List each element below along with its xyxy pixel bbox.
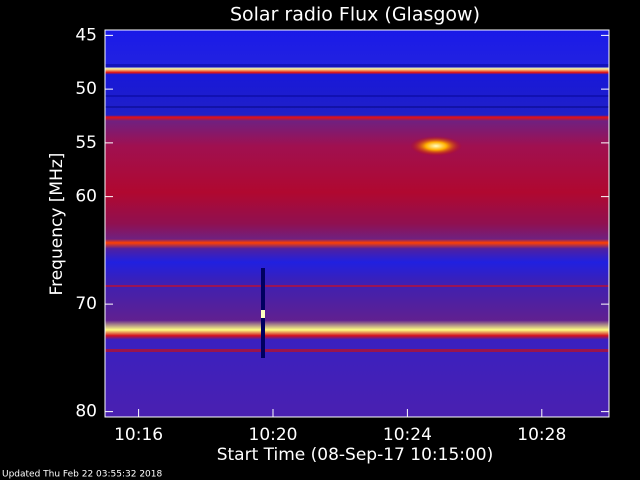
band	[105, 285, 609, 287]
y-axis-label: Frequency [MHz]	[47, 153, 67, 296]
band	[105, 349, 609, 352]
spectrogram	[105, 30, 609, 417]
y-tick-label: 45	[75, 25, 97, 45]
footer: Updated Thu Feb 22 03:55:32 2018	[2, 470, 163, 480]
y-tick-label: 70	[75, 294, 97, 314]
plot-frame	[104, 29, 610, 418]
band	[105, 64, 609, 67]
x-tick-label: 10:20	[249, 425, 298, 445]
x-axis-label: Start Time (08-Sep-17 10:15:00)	[217, 445, 494, 465]
x-tick-label: 10:28	[517, 425, 566, 445]
x-tick-label: 10:16	[114, 425, 163, 445]
x-tick-label: 10:24	[383, 425, 432, 445]
y-tick-label: 50	[75, 79, 97, 99]
y-tick-label: 80	[75, 402, 97, 422]
band	[105, 106, 609, 108]
interference	[261, 310, 265, 318]
y-tick-label: 55	[75, 133, 97, 153]
chart-title: Solar radio Flux (Glasgow)	[230, 4, 480, 26]
y-tick-label: 60	[75, 187, 97, 207]
burst	[410, 136, 462, 156]
band	[105, 95, 609, 97]
